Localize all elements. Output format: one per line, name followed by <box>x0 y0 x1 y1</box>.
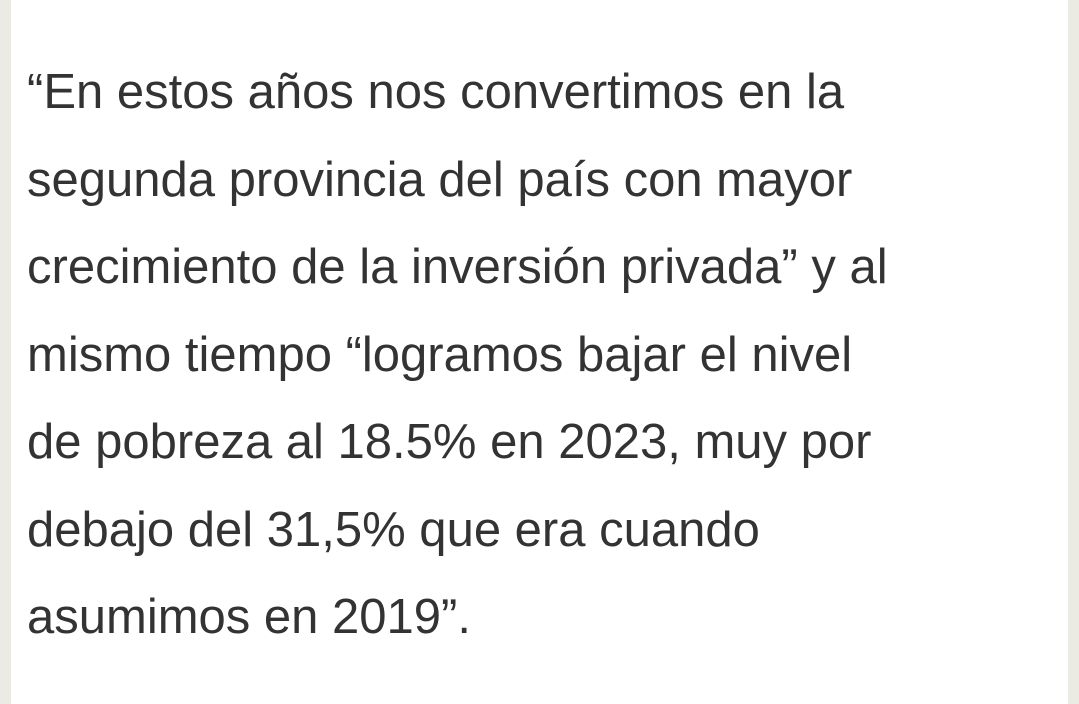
text-line: “En estos años nos convertimos en la <box>27 65 845 119</box>
text-line: de pobreza al 18.5% en 2023, muy por <box>27 415 872 469</box>
quote-paragraph: “En estos años nos convertimos en la segu… <box>27 49 888 662</box>
text-line: crecimiento de la inversión privada” y a… <box>27 240 888 294</box>
text-line: mismo tiempo “logramos bajar el nivel <box>27 327 853 382</box>
text-line: debajo del 31,5% que era cuando <box>27 502 760 557</box>
text-line: segunda provincia del país con mayor <box>27 152 853 207</box>
text-line: asumimos en 2019”. <box>27 590 471 644</box>
article: “En estos años nos convertimos en la segu… <box>11 0 1068 704</box>
